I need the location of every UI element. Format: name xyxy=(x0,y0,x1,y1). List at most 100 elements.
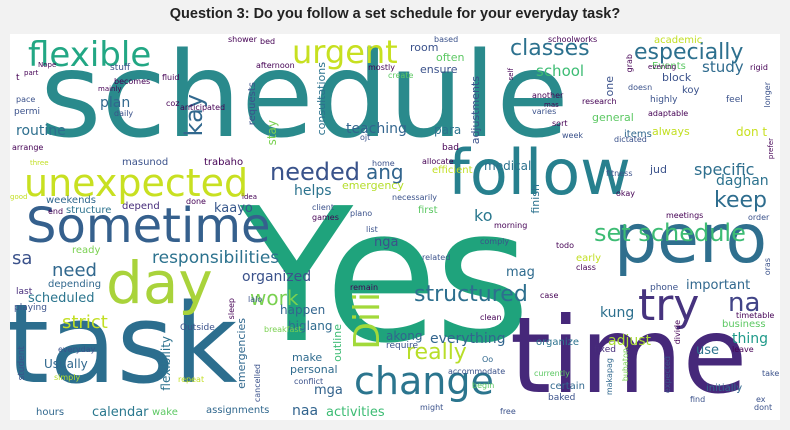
word-rigid: rigid xyxy=(750,63,768,72)
word-sa: sa xyxy=(12,248,33,269)
word-afternoon: afternoon xyxy=(256,61,295,70)
word-remain: remain xyxy=(350,283,379,292)
word-leave: leave xyxy=(732,345,754,354)
word-really: really xyxy=(406,340,467,365)
word-end: end xyxy=(48,207,64,216)
word-general: general xyxy=(592,111,634,124)
word-divide: divide xyxy=(673,320,682,345)
word-cloud: schedule Yes task time pero follow Somet… xyxy=(10,34,780,420)
word-jud: jud xyxy=(650,163,668,176)
word-koy: koy xyxy=(682,85,700,96)
word-arrange: arrange xyxy=(12,143,44,152)
word-efficient: efficient xyxy=(432,165,473,176)
word-currently: currently xyxy=(534,369,570,378)
word-mostly: mostly xyxy=(368,63,395,72)
word-personal: personal xyxy=(290,363,338,376)
word-mag: mag xyxy=(506,265,535,280)
word-na: na xyxy=(728,288,761,318)
word-time: time xyxy=(510,295,748,417)
word-fixed: fixed xyxy=(594,345,616,355)
word-always: always xyxy=(652,125,690,138)
word-responsibilities: responsibilities xyxy=(152,248,280,268)
word-another: another xyxy=(532,91,564,100)
word-outline: outline xyxy=(331,324,344,362)
word-done: done xyxy=(186,197,206,206)
word-create: create xyxy=(388,71,414,80)
word-study: study xyxy=(702,58,744,76)
word-plano: plano xyxy=(350,209,373,218)
word-find: find xyxy=(690,395,706,404)
word-classes: classes xyxy=(510,36,590,61)
word-mas: mas xyxy=(544,101,559,109)
word-use: use xyxy=(696,343,720,358)
word-bed: bed xyxy=(260,37,276,46)
word-ojt: ojt xyxy=(360,133,371,142)
word-based: based xyxy=(434,35,459,44)
word-unexpected: unexpected xyxy=(24,161,249,205)
word-try: try xyxy=(638,280,700,331)
word-kung: kung xyxy=(600,305,635,321)
word-feel: feel xyxy=(726,95,743,105)
word-dili: Dili xyxy=(347,292,388,350)
word-task: task xyxy=(10,280,238,408)
word-grab: grab xyxy=(625,54,634,73)
word-ko: ko xyxy=(474,206,493,225)
word-good: good xyxy=(10,193,28,201)
word-flexible: flexible xyxy=(28,35,152,75)
word-usually: Usually xyxy=(44,357,88,371)
word-simply: simply xyxy=(54,373,81,382)
word-coz: coz xyxy=(166,99,180,108)
word-helps: helps xyxy=(294,183,332,199)
word-phone: phone xyxy=(650,283,679,293)
word-kay: kay xyxy=(180,94,208,137)
word-daghan: daghan xyxy=(716,173,769,189)
word-events: Events xyxy=(652,61,686,72)
word-todo: todo xyxy=(556,241,575,250)
word-weekends: weekends xyxy=(46,195,96,206)
word-daily: daily xyxy=(114,109,134,118)
word-accommodate: accommodate xyxy=(448,367,506,376)
word-schoolworks: schoolworks xyxy=(548,35,598,44)
word-adjust: adjust xyxy=(608,333,652,349)
word-necessarily: necessarily xyxy=(392,193,438,202)
word-thing: thing xyxy=(732,331,769,347)
word-emergencies: emergencies xyxy=(235,318,248,389)
word-evening: evening xyxy=(648,63,677,71)
word-repeat: repeat xyxy=(178,375,205,384)
word-work: work xyxy=(250,286,299,310)
word-stuff: stuff xyxy=(110,63,131,73)
word-dictated: dictated xyxy=(614,135,647,144)
word-t: t xyxy=(16,73,20,83)
word-yes: Yes xyxy=(240,168,531,384)
word-self: self xyxy=(507,68,515,81)
word-timetable: timetable xyxy=(736,311,775,320)
word-nga: nga xyxy=(374,235,399,250)
word-research: research xyxy=(582,97,617,106)
word-set-schedule: set schedule xyxy=(594,219,746,247)
word-urgent: urgent xyxy=(292,34,398,71)
word-class: class xyxy=(576,263,596,272)
word-certain: certain xyxy=(550,381,585,392)
word-outside: Outside xyxy=(180,323,215,333)
word-kaayo: kaayo xyxy=(214,201,253,216)
word-calendar: calendar xyxy=(92,405,149,420)
word-make: make xyxy=(292,351,323,364)
word-case: case xyxy=(540,291,559,300)
word-mga: mga xyxy=(314,383,343,398)
word-structured: structured xyxy=(414,282,528,307)
word-adjustments: adjustments xyxy=(469,76,482,145)
word-plan: plan xyxy=(100,95,131,111)
word-expected: expected xyxy=(663,356,672,394)
word-consultations: consultations xyxy=(315,62,328,136)
word-order: order xyxy=(748,213,770,222)
word-meetings: meetings xyxy=(666,211,704,220)
word-adaptable: adaptable xyxy=(648,109,689,118)
word-comply: comply xyxy=(480,237,510,246)
word-clean: clean xyxy=(480,313,502,322)
word-lalo: lalo xyxy=(248,295,263,304)
word-trabaho: trabaho xyxy=(204,157,244,168)
word-change: change xyxy=(354,359,494,403)
word-part: part xyxy=(24,69,39,77)
word-pero: pero xyxy=(614,200,768,279)
word-fitness: fitness xyxy=(606,169,633,178)
